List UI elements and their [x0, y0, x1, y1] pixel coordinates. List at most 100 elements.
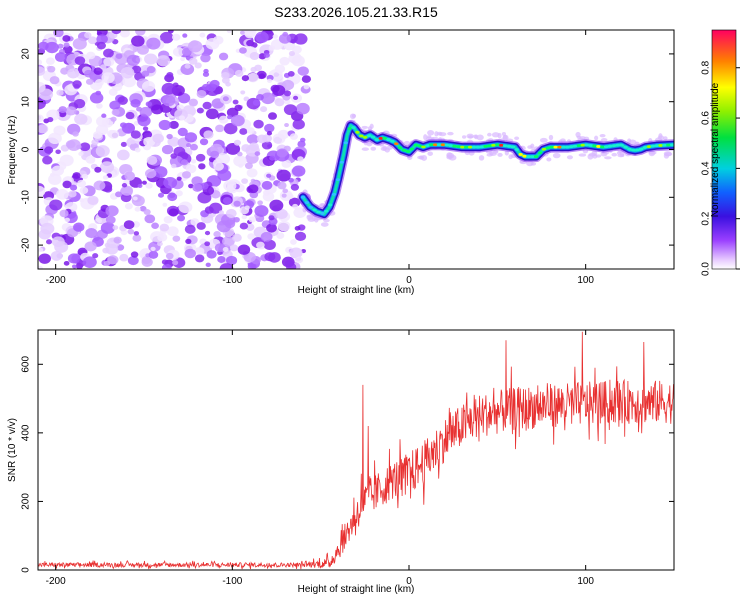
noise-blob: [222, 246, 229, 252]
ridge-peak: [588, 143, 593, 147]
noise-blob: [103, 185, 113, 193]
ridge-peak: [390, 139, 395, 143]
noise-blob: [172, 47, 185, 57]
noise-blob: [241, 75, 250, 82]
snr-ytick-label: 200: [21, 493, 32, 510]
noise-blob: [122, 76, 136, 88]
noise-blob: [250, 66, 257, 73]
colorbar-label: Normalized spectral amplitude: [710, 82, 721, 217]
noise-blob: [204, 241, 211, 247]
noise-blob: [196, 222, 206, 230]
noise-blob: [284, 123, 289, 128]
ridge-peak: [475, 145, 481, 149]
noise-blob: [226, 30, 232, 34]
noise-blob: [161, 144, 174, 155]
ridge-peak: [561, 145, 566, 149]
noise-blob: [86, 51, 96, 60]
halo-dot: [476, 134, 484, 141]
ridge-peak: [502, 144, 508, 148]
snr-panel: -200 -100 0 100 0 200 400 600 Height of straigh…: [7, 329, 675, 595]
ridge-peak: [401, 148, 407, 152]
noise-blob: [49, 76, 60, 85]
noise-blob: [54, 241, 69, 253]
noise-blob: [116, 149, 130, 161]
noise-blob: [170, 153, 178, 159]
noise-blob: [297, 66, 309, 76]
colorbar-frame: [711, 29, 737, 270]
ridge-peak: [374, 138, 380, 142]
noise-blob: [247, 262, 257, 269]
halo-dot: [588, 152, 597, 157]
noise-blob: [254, 205, 269, 217]
noise-blob: [38, 247, 44, 253]
halo-dot: [447, 131, 454, 136]
halo-dot: [446, 155, 453, 160]
halo-dot: [426, 135, 432, 139]
ridge-peak: [499, 143, 504, 147]
ridge-peak: [386, 138, 391, 141]
noise-blob: [163, 176, 178, 189]
noise-blob: [60, 67, 69, 75]
ridge-peak: [405, 150, 411, 153]
spectrogram-ytick-label: -20: [21, 237, 32, 252]
noise-blob: [215, 124, 225, 133]
ridge-peak: [421, 145, 426, 149]
halo-dot: [594, 135, 599, 141]
noise-blob: [206, 250, 217, 259]
noise-blob: [188, 183, 194, 189]
colorbar-tick-label: 0.0: [701, 262, 712, 276]
noise-blob: [65, 106, 77, 116]
noise-blob: [84, 69, 94, 78]
noise-blob: [46, 239, 53, 245]
noise-blob: [177, 127, 188, 137]
ridge-peak: [328, 203, 333, 207]
noise-blob: [142, 126, 149, 131]
spectrogram-ytick-label: 0: [21, 146, 32, 152]
noise-blob: [115, 191, 123, 198]
noise-blob: [172, 257, 186, 268]
noise-blob: [240, 30, 245, 35]
noise-blob: [38, 114, 44, 123]
noise-blob: [168, 192, 176, 199]
ridge-peak: [522, 154, 527, 158]
noise-blob: [292, 203, 299, 209]
noise-blob: [195, 153, 206, 162]
noise-blob: [38, 253, 51, 264]
noise-blob: [276, 169, 291, 182]
noise-blob: [96, 41, 106, 50]
ridge-peak: [518, 153, 523, 156]
noise-blob: [206, 83, 217, 92]
noise-blob: [257, 200, 263, 206]
noise-blob: [239, 222, 249, 230]
noise-blob: [38, 59, 43, 66]
noise-blob: [47, 117, 54, 123]
noise-blob: [186, 142, 192, 148]
noise-blob: [227, 114, 233, 120]
noise-blob: [266, 173, 272, 178]
ridge-peak: [335, 178, 341, 182]
noise-blob: [79, 142, 91, 152]
halo-dot: [530, 162, 537, 166]
noise-blob: [81, 173, 89, 180]
snr-xtick-label: -200: [46, 576, 66, 587]
ridge-peak: [300, 195, 306, 199]
noise-blob: [38, 185, 46, 197]
halo-dot: [466, 133, 474, 139]
colorbar-tick-label: 0.2: [701, 211, 712, 225]
ridge-peak: [495, 143, 500, 147]
noise-blob: [76, 144, 82, 150]
noise-blob: [185, 238, 192, 244]
halo-dot: [628, 139, 637, 145]
noise-blob: [141, 70, 150, 77]
halo-dot: [427, 151, 433, 156]
snr-ytick-label: 400: [21, 424, 32, 441]
noise-blob: [157, 241, 163, 247]
noise-blob: [255, 31, 269, 43]
noise-blob: [279, 56, 290, 66]
noise-blob: [223, 123, 238, 135]
noise-blob: [223, 180, 237, 192]
noise-blob: [301, 75, 312, 83]
noise-blob: [79, 186, 89, 194]
noise-blob: [218, 210, 224, 215]
